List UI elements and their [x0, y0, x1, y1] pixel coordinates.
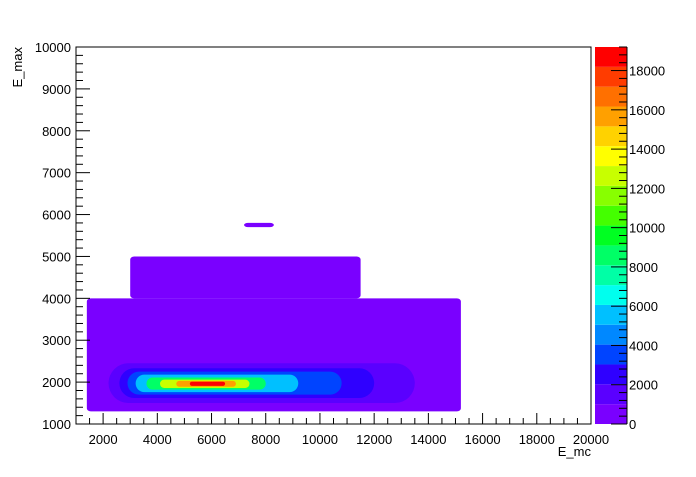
colorbar-tick-label: 0	[629, 417, 636, 432]
colorbar-swatch	[595, 404, 627, 424]
heatmap-sparse-tail	[130, 256, 361, 299]
x-axis-label: E_mc	[558, 444, 592, 459]
colorbar-swatch	[595, 185, 627, 206]
colorbar	[595, 47, 627, 424]
heatmap-core-level-18	[189, 381, 226, 386]
colorbar-swatch	[595, 106, 627, 127]
colorbar-swatch	[595, 344, 627, 365]
colorbar-swatch	[595, 265, 627, 286]
x-tick-label: 6000	[197, 432, 226, 447]
colorbar-tick-label: 10000	[629, 221, 665, 236]
colorbar-swatch	[595, 47, 627, 67]
y-tick-label: 2000	[42, 375, 71, 390]
colorbar-swatch	[595, 126, 627, 147]
y-tick-label: 3000	[42, 333, 71, 348]
colorbar-swatch	[595, 166, 627, 186]
plot-bins	[86, 222, 461, 412]
heatmap-outlier-island	[244, 222, 274, 228]
colorbar-swatch	[595, 245, 627, 266]
x-tick-label: 12000	[356, 432, 392, 447]
x-tick-label: 4000	[143, 432, 172, 447]
colorbar-swatch	[595, 304, 627, 325]
x-tick-label: 18000	[519, 432, 555, 447]
y-tick-label: 4000	[42, 291, 71, 306]
colorbar-tick-label: 8000	[629, 260, 658, 275]
colorbar-tick-label: 18000	[629, 64, 665, 79]
colorbar-swatch	[595, 225, 627, 246]
y-tick-label: 1000	[42, 417, 71, 432]
colorbar-swatch	[595, 146, 627, 167]
colorbar-swatch	[595, 324, 627, 345]
x-tick-label: 10000	[302, 432, 338, 447]
y-tick-label: 7000	[42, 166, 71, 181]
colorbar-tick-label: 6000	[629, 299, 658, 314]
x-tick-label: 8000	[251, 432, 280, 447]
x-tick-label: 2000	[89, 432, 118, 447]
y-tick-label: 9000	[42, 82, 71, 97]
x-tick-label: 14000	[410, 432, 446, 447]
colorbar-swatch	[595, 86, 627, 107]
y-tick-label: 10000	[35, 40, 71, 55]
y-tick-label: 5000	[42, 249, 71, 264]
colorbar-swatch	[595, 66, 627, 87]
y-axis-label: E_max	[10, 47, 25, 88]
colorbar-swatch	[595, 364, 627, 385]
y-axis: 1000 2000 3000 4000 5000 6000 7000 8000 9000 1000…	[35, 40, 90, 432]
colorbar-tick-label: 4000	[629, 338, 658, 353]
colorbar-tick-label: 14000	[629, 142, 665, 157]
colorbar-axis: 0 2000 4000 6000 8000 10000 12000 14000 16000 180…	[611, 46, 665, 432]
x-tick-label: 20000	[573, 432, 609, 447]
y-tick-label: 6000	[42, 208, 71, 223]
colorbar-tick-label: 12000	[629, 181, 665, 196]
y-tick-label: 8000	[42, 124, 71, 139]
colorbar-tick-label: 16000	[629, 103, 665, 118]
x-axis: 2000 4000 6000 8000 10000 12000 14000 16000 1800…	[75, 413, 609, 447]
colorbar-swatch	[595, 384, 627, 405]
colorbar-tick-label: 2000	[629, 378, 658, 393]
colorbar-swatch	[595, 205, 627, 226]
x-tick-label: 16000	[465, 432, 501, 447]
colorbar-swatch	[595, 285, 627, 305]
